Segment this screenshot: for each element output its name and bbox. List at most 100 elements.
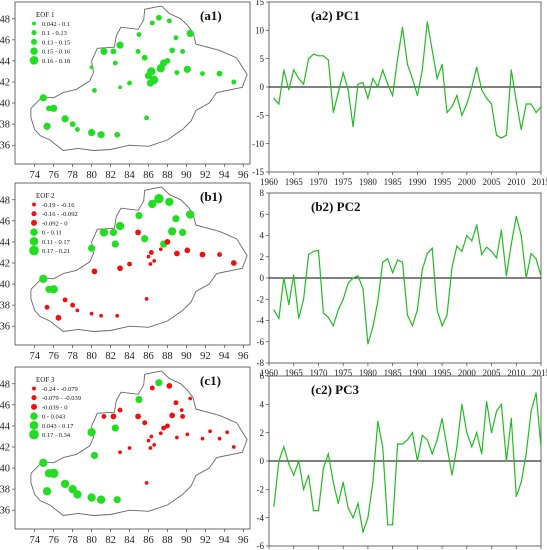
pc-data-point [451, 474, 453, 476]
pc-data-point [481, 89, 483, 91]
station-point [231, 79, 237, 85]
y-tick-label: 42 [0, 259, 10, 270]
x-tick-label: 88 [162, 535, 173, 546]
station-point [208, 429, 212, 434]
x-tick-label: 88 [162, 170, 173, 181]
station-point [135, 413, 141, 420]
region-outline [30, 370, 248, 516]
x-tick-label: 2005 [483, 368, 502, 378]
pc-data-point [337, 309, 339, 311]
pc-data-point [288, 89, 290, 91]
station-point [127, 446, 132, 450]
y-tick-label: 40 [0, 280, 10, 291]
station-point [148, 250, 154, 255]
pc-data-point [372, 77, 374, 80]
legend-swatch [29, 245, 39, 256]
station-point [135, 48, 141, 54]
station-point [230, 260, 237, 266]
pc-data-point [342, 298, 344, 300]
pc-data-point [461, 114, 463, 116]
station-point [118, 450, 122, 455]
legend-swatch [29, 55, 39, 65]
pc-data-point [441, 417, 443, 420]
station-point [148, 262, 153, 266]
pc-data-point [476, 224, 478, 226]
x-tick-label: 90 [181, 535, 192, 546]
pc-data-point [317, 509, 320, 512]
legend-swatch [30, 47, 38, 55]
station-point [117, 407, 123, 413]
pc-data-point [530, 103, 532, 105]
x-tick-label: 1995 [433, 368, 452, 378]
legend-label: 0.1 - 0.13 [42, 30, 67, 37]
x-tick-label: 92 [200, 351, 211, 362]
legend-label: 0.042 - 0.1 [42, 21, 70, 28]
station-point [99, 228, 109, 237]
station-point [149, 75, 159, 85]
x-tick-label: 1975 [334, 368, 353, 378]
panel-label: (b1) [200, 189, 222, 204]
pc-data-point [490, 250, 493, 253]
pc-data-point [307, 58, 310, 60]
station-point [112, 60, 118, 66]
station-point [42, 487, 52, 496]
pc-data-point [446, 314, 448, 316]
x-tick-label: 82 [105, 170, 116, 181]
legend-swatch [29, 429, 39, 440]
pc-data-point [278, 103, 280, 105]
pc-data-point [471, 240, 473, 242]
x-tick-label: 92 [200, 170, 211, 181]
station-point [161, 425, 167, 431]
pc-data-point [298, 77, 300, 80]
station-point [200, 71, 205, 77]
y-tick-label: 40 [0, 464, 10, 475]
station-point [55, 314, 62, 321]
x-tick-label: 2005 [483, 177, 502, 187]
y-tick-label: -4 [257, 316, 265, 326]
legend-label: -0.092 - 0 [42, 220, 67, 227]
station-point [50, 104, 58, 112]
station-point [144, 296, 149, 301]
panel-label: (b2) PC2 [311, 199, 360, 214]
station-point [135, 229, 141, 236]
pc-data-point [476, 432, 478, 434]
pc-data-point [283, 446, 285, 448]
station-point [96, 495, 106, 504]
station-point [114, 131, 121, 138]
legend-swatch [32, 21, 36, 26]
pc-data-point [273, 505, 275, 507]
station-point [39, 274, 48, 283]
station-point [173, 35, 179, 41]
pc-data-point [520, 128, 522, 131]
y-tick-label: 6 [260, 371, 265, 381]
station-point [185, 432, 190, 437]
station-point [141, 235, 149, 243]
pc-data-point [416, 460, 418, 462]
station-point [39, 94, 47, 102]
panel-label: (a1) [200, 8, 222, 23]
station-point [199, 251, 206, 258]
pc-data-point [283, 69, 285, 71]
y-tick-label: 42 [0, 443, 10, 454]
station-point [217, 252, 223, 258]
pc-line-panel: 1960 1965 1970 1975 1980 1985 1990 1995 2000 2005… [257, 188, 547, 378]
x-tick-label: 1990 [408, 177, 427, 187]
station-point [164, 239, 171, 245]
x-tick-label: 96 [238, 170, 249, 181]
x-tick-label: 1985 [384, 368, 403, 378]
pc-data-point [406, 314, 409, 316]
pc-data-point [441, 325, 443, 327]
pc-data-point [426, 21, 428, 23]
eof-map-panel: 74 76 78 80 82 84 86 88 90 92 94 96 36 38 40 42 44 46 48 (a… [0, 1, 251, 181]
station-point [116, 41, 124, 49]
x-tick-label: 2010 [507, 177, 526, 187]
station-point [179, 228, 187, 237]
station-point [127, 261, 132, 267]
x-tick-label: 86 [143, 170, 154, 181]
x-tick-label: 76 [48, 170, 59, 181]
pc-data-point [540, 106, 542, 108]
pc-data-point [540, 446, 542, 448]
pc-data-point [456, 446, 458, 448]
pc-data-point [535, 258, 537, 260]
pc-data-point [293, 474, 295, 476]
